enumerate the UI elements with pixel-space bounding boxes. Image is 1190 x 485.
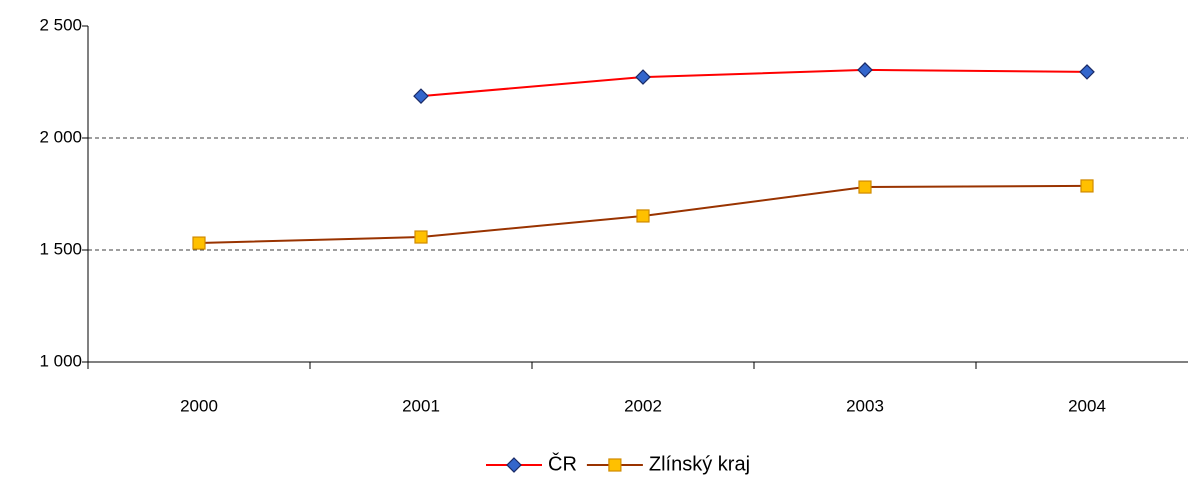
marker xyxy=(506,457,522,473)
legend-label: Zlínský kraj xyxy=(649,453,750,475)
series-line xyxy=(420,68,1088,98)
y-tick-label: 2 000 xyxy=(39,127,82,146)
x-tick-label: 2000 xyxy=(180,396,218,415)
y-tick-label: 1 000 xyxy=(39,351,82,370)
marker xyxy=(192,236,206,250)
marker xyxy=(635,69,651,85)
x-tick-label: 2004 xyxy=(1068,396,1106,415)
marker xyxy=(636,209,650,223)
y-tick-label: 1 500 xyxy=(39,239,82,258)
x-tick-label: 2002 xyxy=(624,396,662,415)
x-tick-label: 2001 xyxy=(402,396,440,415)
marker xyxy=(608,458,622,472)
marker xyxy=(413,88,429,104)
marker xyxy=(414,230,428,244)
marker xyxy=(1079,64,1095,80)
x-tick-label: 2003 xyxy=(846,396,884,415)
y-tick-label: 2 500 xyxy=(39,15,82,34)
marker xyxy=(857,62,873,78)
legend-label: ČR xyxy=(548,452,577,475)
marker xyxy=(858,180,872,194)
marker xyxy=(1080,179,1094,193)
